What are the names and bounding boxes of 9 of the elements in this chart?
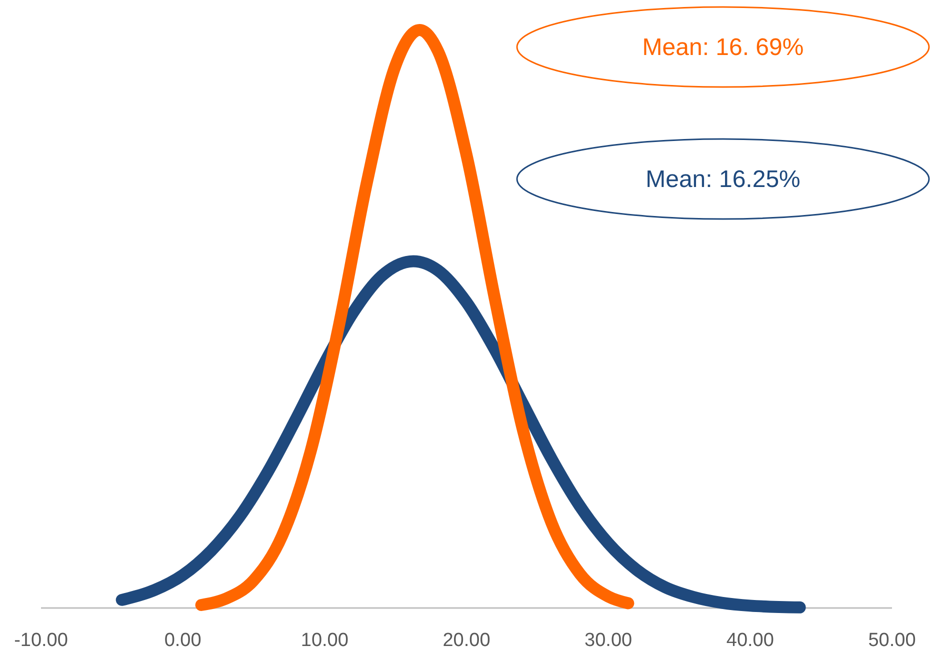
annotation: Mean: 16. 69% [642,34,804,61]
x-tick-label: 30.00 [584,630,632,651]
x-tick-label: -10.00 [14,630,68,651]
annotation: Mean: 16.25% [646,166,800,193]
x-tick-label: 50.00 [868,630,916,651]
x-tick-label: 20.00 [442,630,490,651]
x-tick-label: 10.00 [300,630,348,651]
x-tick-label: 40.00 [726,630,774,651]
x-tick-label: 0.00 [164,630,202,651]
